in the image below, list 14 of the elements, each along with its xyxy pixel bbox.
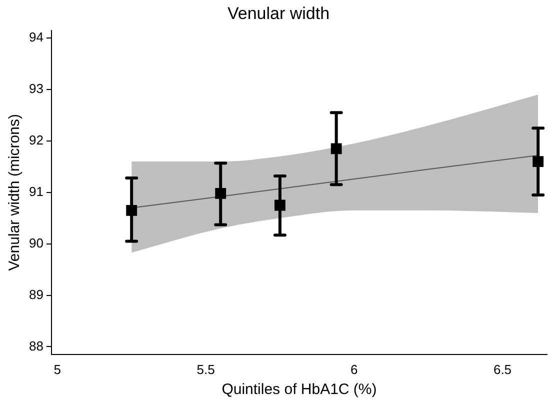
y-tick-label: 91 bbox=[28, 184, 44, 199]
y-tick-label: 93 bbox=[28, 81, 44, 96]
chart-title: Venular width bbox=[227, 4, 330, 23]
y-tick-label: 88 bbox=[28, 338, 44, 354]
x-axis-title: Quintiles of HbA1C (%) bbox=[222, 381, 377, 398]
x-tick-label: 6 bbox=[350, 362, 358, 377]
y-tick-label: 92 bbox=[28, 132, 44, 148]
y-axis-title: Venular width (microns) bbox=[6, 114, 24, 271]
y-tick-label: 89 bbox=[28, 286, 44, 302]
x-tick-label: 5 bbox=[54, 362, 62, 377]
x-tick-label: 5.5 bbox=[196, 362, 215, 377]
x-tick-label: 6.5 bbox=[493, 362, 512, 377]
y-tick-label: 90 bbox=[28, 235, 44, 250]
y-tick-label: 94 bbox=[28, 30, 44, 45]
